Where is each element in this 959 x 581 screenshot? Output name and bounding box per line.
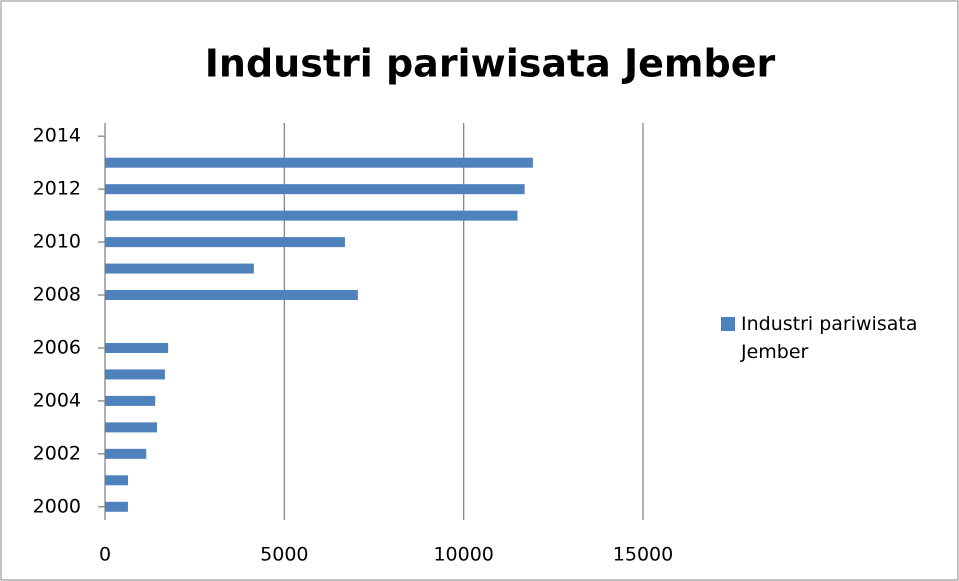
x-tick-label: 0	[99, 544, 111, 566]
bar	[105, 210, 518, 221]
bar	[105, 184, 525, 195]
bar	[105, 422, 158, 433]
bar	[105, 369, 165, 380]
bar	[105, 290, 358, 301]
chart-title: Industri pariwisata Jember	[205, 42, 776, 86]
y-tick-label: 2010	[33, 231, 81, 253]
bar	[105, 475, 128, 486]
bar	[105, 263, 254, 274]
y-tick-label: 2008	[33, 284, 81, 306]
y-tick-label: 2014	[33, 125, 81, 147]
bar	[105, 157, 533, 168]
y-tick-label: 2012	[33, 178, 81, 200]
x-tick-label: 10000	[433, 544, 493, 566]
bar	[105, 342, 169, 353]
bar	[105, 237, 345, 248]
y-tick-label: 2004	[33, 389, 81, 411]
y-tick-label: 2002	[33, 442, 81, 464]
bar	[105, 448, 147, 459]
bar	[105, 501, 128, 512]
y-tick-label: 2000	[33, 495, 81, 517]
legend-label: Industri pariwisata Jember	[741, 313, 918, 363]
y-tick-label: 2006	[33, 336, 81, 358]
bar	[105, 395, 156, 406]
legend-swatch	[721, 317, 735, 331]
x-tick-label: 15000	[613, 544, 673, 566]
x-tick-label: 5000	[260, 544, 308, 566]
